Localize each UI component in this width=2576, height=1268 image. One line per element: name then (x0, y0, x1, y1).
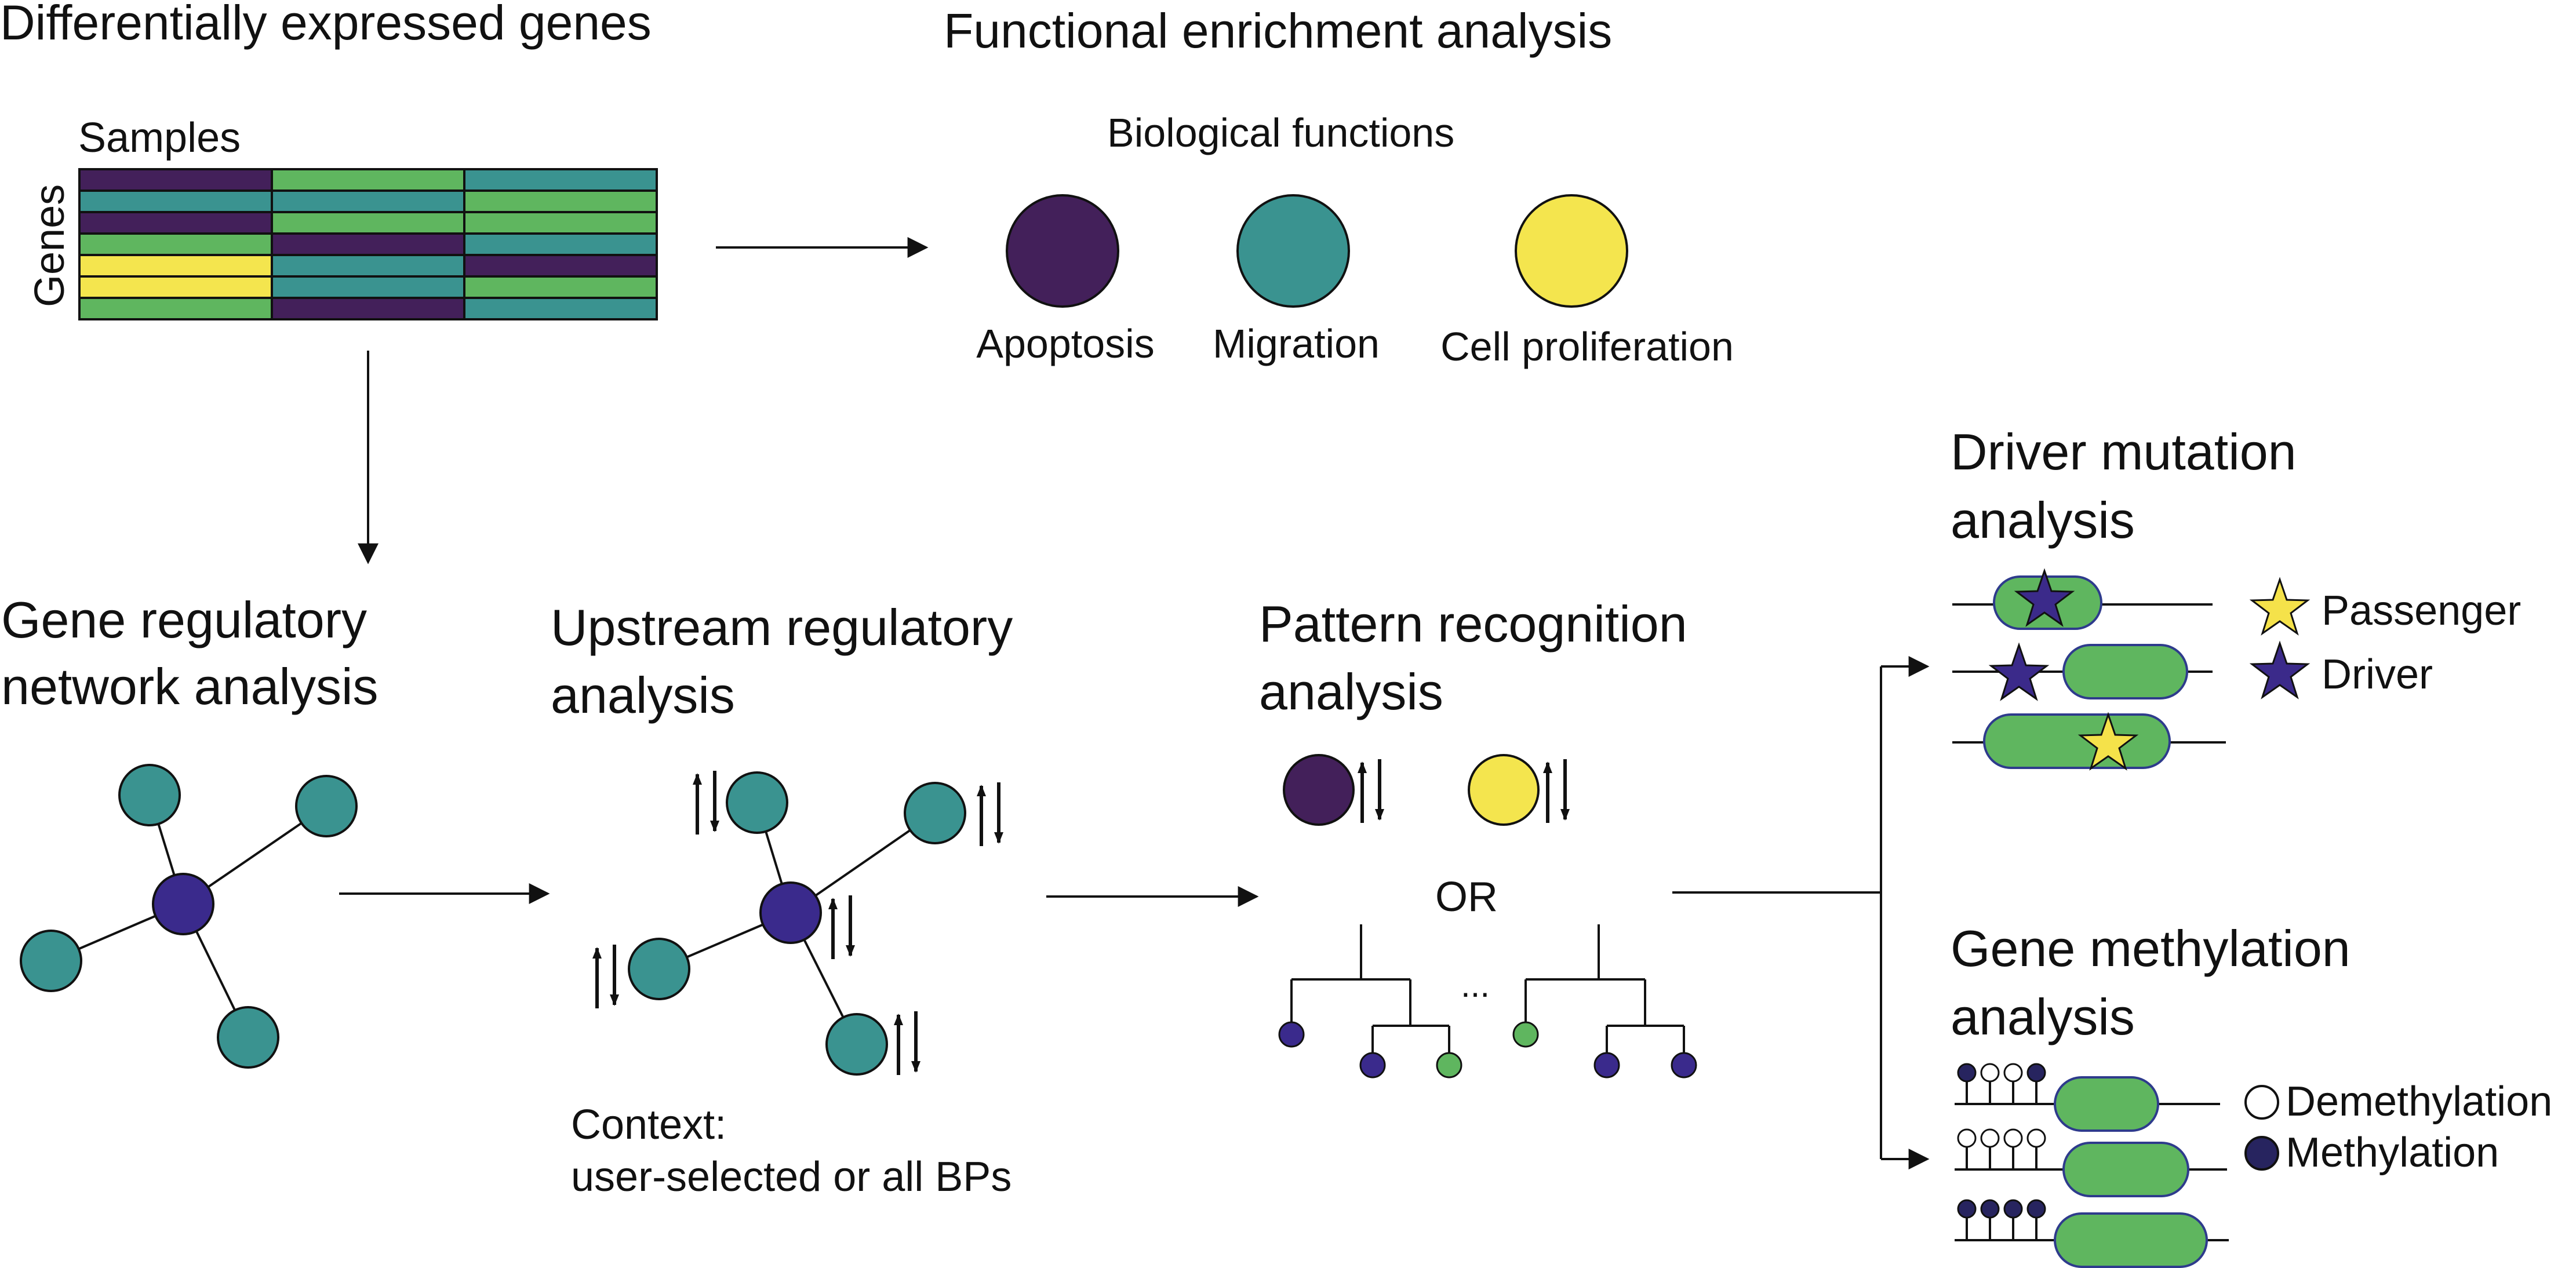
grn-title-line1: Gene regulatory (1, 591, 367, 648)
ellipsis-label: ... (1461, 965, 1490, 1004)
passenger-legend-label: Passenger (2322, 588, 2521, 634)
demethylation-legend-icon (2244, 1085, 2279, 1120)
cell-proliferation-label: Cell proliferation (1440, 324, 1734, 369)
grn-hub-node (152, 873, 214, 935)
deg-title: Differentially expressed genes (0, 0, 652, 50)
heatmap-cell (271, 297, 465, 320)
demethylated-site-icon (2026, 1128, 2046, 1148)
heatmap-cell (271, 211, 465, 235)
expression-heatmap (78, 168, 658, 320)
gene-body (2054, 1212, 2208, 1268)
methylation-title-line1: Gene methylation (1951, 920, 2351, 977)
biological-functions-label: Biological functions (1107, 110, 1454, 155)
methylated-site-icon (1980, 1199, 2000, 1219)
grn-node (20, 930, 82, 992)
grn-node (217, 1006, 279, 1069)
demethylated-site-icon (1980, 1128, 2000, 1148)
upstream-node (825, 1013, 888, 1076)
methylation-legend-icon (2244, 1136, 2279, 1171)
heatmap-cell (78, 168, 273, 192)
migration-circle (1236, 194, 1350, 308)
grn-node (295, 775, 358, 837)
heatmap-cell (463, 297, 658, 320)
heatmap-cell (78, 254, 273, 278)
heatmap-cell (463, 232, 658, 256)
grn-title-line2: network analysis (1, 658, 379, 715)
driver-title-line2: analysis (1951, 491, 2135, 549)
enrichment-title: Functional enrichment analysis (944, 3, 1612, 58)
samples-label: Samples (78, 115, 241, 161)
pattern-yellow-circle (1468, 754, 1540, 826)
gene-body (2062, 1142, 2189, 1197)
heatmap-cell (78, 232, 273, 256)
context-description: user-selected or all BPs (571, 1154, 1012, 1200)
upstream-title-line2: analysis (551, 666, 735, 724)
heatmap-cell (463, 190, 658, 213)
genes-label: Genes (27, 184, 73, 307)
apoptosis-label: Apoptosis (976, 321, 1154, 366)
heatmap-cell (271, 275, 465, 299)
heatmap-cell (78, 211, 273, 235)
grn-network (20, 764, 358, 1069)
heatmap-cell (271, 190, 465, 213)
demethylated-site-icon (2003, 1128, 2023, 1148)
driver-star-icon (2014, 568, 2075, 627)
methylation-legend-label: Methylation (2286, 1129, 2499, 1176)
driver-legend-label: Driver (2322, 651, 2433, 698)
grn-node (118, 764, 181, 826)
methylated-site-icon (2003, 1199, 2023, 1219)
heatmap-cell (78, 190, 273, 213)
pattern-purple-circle (1283, 754, 1355, 826)
methylated-site-icon (1957, 1063, 1977, 1083)
methylated-site-icon (2026, 1063, 2046, 1083)
upstream-node (904, 782, 966, 844)
apoptosis-circle (1006, 194, 1119, 308)
mutation-genes (1952, 568, 2226, 771)
heatmap-cell (78, 275, 273, 299)
heatmap-cell (463, 211, 658, 235)
methylated-site-icon (1957, 1199, 1977, 1219)
demethylation-legend-label: Demethylation (2286, 1078, 2552, 1125)
heatmap-cell (271, 232, 465, 256)
passenger-legend-star-icon (2249, 577, 2311, 636)
driver-star-icon (1988, 642, 2050, 701)
or-label: OR (1435, 874, 1498, 920)
cell-proliferation-circle (1515, 194, 1628, 308)
upstream-hub-node (759, 881, 822, 944)
demethylated-site-icon (2003, 1063, 2023, 1083)
heatmap-cell (463, 168, 658, 192)
upstream-network (628, 771, 966, 1076)
heatmap-cell (271, 168, 465, 192)
pattern-title-line2: analysis (1259, 663, 1443, 720)
dendrogram-leaves (1278, 1021, 1697, 1078)
context-label: Context: (571, 1102, 726, 1148)
methylated-site-icon (2026, 1199, 2046, 1219)
methylation-genes (1955, 1063, 2229, 1268)
demethylated-site-icon (1980, 1063, 2000, 1083)
pattern-title-line1: Pattern recognition (1259, 595, 1687, 653)
driver-legend-star-icon (2249, 640, 2311, 699)
passenger-star-icon (2077, 712, 2139, 771)
heatmap-cell (463, 275, 658, 299)
driver-title-line1: Driver mutation (1951, 423, 2297, 480)
upstream-node (726, 771, 788, 834)
branch-connector (1672, 656, 1930, 1169)
gene-body (2054, 1076, 2159, 1132)
migration-label: Migration (1213, 321, 1380, 366)
heatmap-cell (271, 254, 465, 278)
heatmap-cell (463, 254, 658, 278)
upstream-node (628, 938, 690, 1000)
methylation-title-line2: analysis (1951, 988, 2135, 1045)
upstream-title-line1: Upstream regulatory (551, 599, 1013, 656)
heatmap-cell (78, 297, 273, 320)
demethylated-site-icon (1957, 1128, 1977, 1148)
